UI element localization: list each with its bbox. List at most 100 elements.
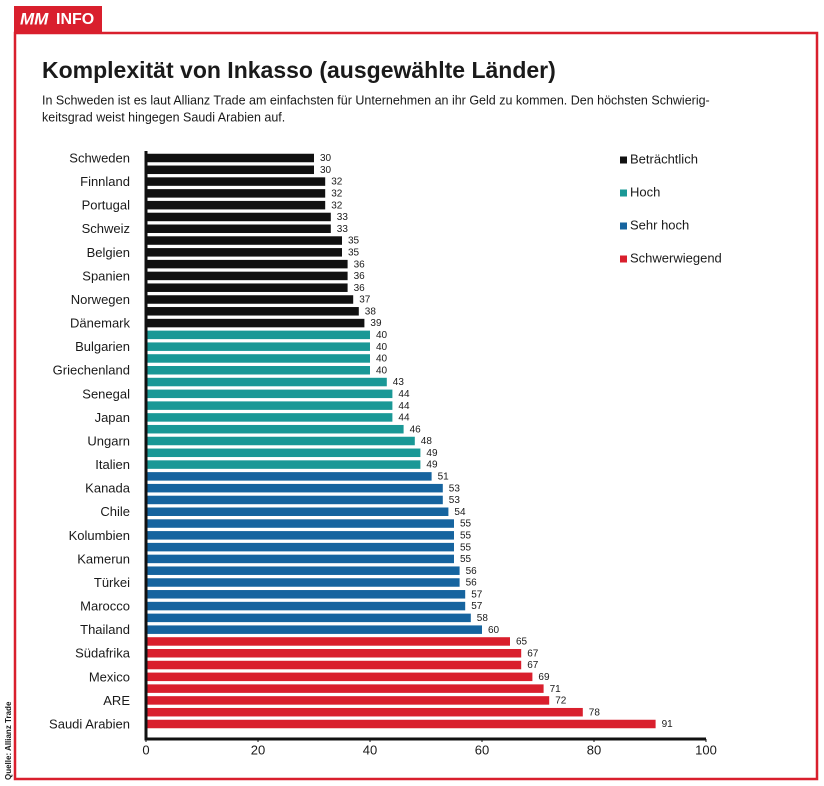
value-label: 37 xyxy=(359,295,371,306)
value-label: 32 xyxy=(331,200,343,211)
value-label: 49 xyxy=(426,460,438,471)
bar xyxy=(146,236,342,245)
y-tick-label: ARE xyxy=(103,693,130,708)
value-label: 30 xyxy=(320,165,332,176)
value-label: 91 xyxy=(662,719,674,730)
bar xyxy=(146,649,522,658)
value-label: 69 xyxy=(538,672,550,683)
bar xyxy=(146,566,460,575)
bar xyxy=(146,660,522,670)
frame xyxy=(13,31,819,781)
value-label: 57 xyxy=(471,601,483,612)
value-label: 40 xyxy=(376,330,388,341)
y-tick-label: Italien xyxy=(95,457,130,472)
bar xyxy=(146,153,314,163)
bar xyxy=(146,318,365,328)
bar xyxy=(146,330,370,340)
bar xyxy=(146,696,550,705)
legend-label: Beträchtlich xyxy=(630,151,698,166)
value-label: 65 xyxy=(516,637,528,648)
value-label: 56 xyxy=(466,566,478,577)
logo: MM xyxy=(20,9,49,28)
bar xyxy=(146,460,421,469)
bar xyxy=(146,637,510,646)
y-tick-label: Marocco xyxy=(80,599,130,614)
y-tick-label: Südafrika xyxy=(75,646,131,661)
value-label: 30 xyxy=(320,153,332,164)
value-label: 36 xyxy=(354,271,366,282)
value-label: 67 xyxy=(527,648,539,659)
legend-label: Schwerwiegend xyxy=(630,250,722,265)
value-label: 60 xyxy=(488,625,500,636)
bar xyxy=(146,483,443,493)
value-label: 35 xyxy=(348,236,360,247)
bar xyxy=(146,719,656,729)
value-label: 72 xyxy=(555,696,567,707)
y-tick-label: Chile xyxy=(100,504,130,519)
value-label: 51 xyxy=(438,472,450,483)
x-tick-label: 80 xyxy=(587,742,601,757)
legend-label: Hoch xyxy=(630,184,660,199)
bar xyxy=(146,507,449,516)
bar xyxy=(146,389,393,399)
value-label: 55 xyxy=(460,554,472,565)
x-tick-label: 0 xyxy=(142,742,149,757)
bar xyxy=(146,342,370,351)
bar xyxy=(146,519,454,528)
bar xyxy=(146,448,421,458)
bar xyxy=(146,401,393,410)
y-tick-label: Mexico xyxy=(89,669,130,684)
chart-title: Komplexität von Inkasso (ausgewählte Län… xyxy=(42,57,556,83)
bar xyxy=(146,578,460,587)
value-label: 32 xyxy=(331,177,343,188)
y-tick-label: Japan xyxy=(95,410,130,425)
bar xyxy=(146,307,359,316)
legend-label: Sehr hoch xyxy=(630,217,689,232)
legend-swatch xyxy=(620,189,627,197)
y-tick-label: Norwegen xyxy=(71,292,130,307)
bar xyxy=(146,248,342,257)
bar xyxy=(146,189,326,198)
value-label: 53 xyxy=(449,495,461,506)
y-tick-label: Portugal xyxy=(82,198,131,213)
bar xyxy=(146,224,331,233)
y-tick-label: Saudi Arabien xyxy=(49,716,130,731)
bar xyxy=(146,613,471,623)
value-label: 49 xyxy=(426,448,438,459)
value-label: 71 xyxy=(550,684,562,695)
value-label: 55 xyxy=(460,542,472,553)
y-tick-label: Thailand xyxy=(80,622,130,637)
value-label: 43 xyxy=(393,377,405,388)
bar xyxy=(146,354,370,363)
bar xyxy=(146,672,533,682)
value-label: 35 xyxy=(348,247,360,258)
value-label: 67 xyxy=(527,660,539,671)
subtitle: keitsgrad weist hingegen Saudi Arabien a… xyxy=(42,110,285,124)
x-tick-label: 60 xyxy=(475,742,489,757)
value-label: 39 xyxy=(370,318,382,329)
bar xyxy=(146,531,454,540)
y-tick-label: Bulgarien xyxy=(75,339,130,354)
bar xyxy=(146,283,348,292)
bar xyxy=(146,601,466,611)
badge-label: INFO xyxy=(56,11,94,28)
subtitle: In Schweden ist es laut Allianz Trade am… xyxy=(42,93,710,107)
bar xyxy=(146,472,432,481)
x-tick-label: 100 xyxy=(695,742,717,757)
bar xyxy=(146,212,331,222)
badge xyxy=(14,6,102,33)
legend-swatch xyxy=(620,255,627,263)
y-tick-label: Ungarn xyxy=(87,433,130,448)
value-label: 38 xyxy=(365,306,377,317)
bar xyxy=(146,177,326,186)
y-tick-label: Kamerun xyxy=(77,551,130,566)
value-label: 36 xyxy=(354,283,366,294)
value-label: 33 xyxy=(337,224,349,235)
value-label: 44 xyxy=(398,401,410,412)
bar xyxy=(146,590,466,599)
bar xyxy=(146,377,387,387)
y-tick-label: Dänemark xyxy=(70,316,130,331)
bar xyxy=(146,259,348,269)
